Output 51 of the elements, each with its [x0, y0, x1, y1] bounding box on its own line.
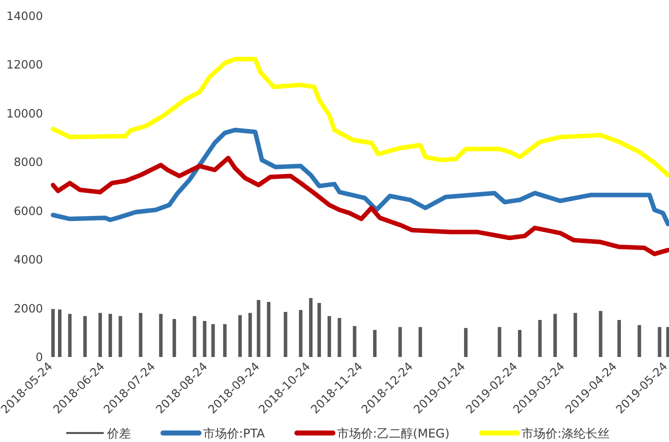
bar: [553, 314, 557, 357]
y-tick-label: 2000: [14, 301, 43, 316]
bar: [338, 318, 342, 357]
bar: [248, 312, 252, 357]
legend-label: 价差: [106, 426, 131, 440]
legend-label: 市场价:涤纶长丝: [522, 426, 610, 440]
bar: [352, 326, 356, 357]
bar: [223, 324, 227, 357]
bar: [638, 325, 642, 357]
bar: [309, 298, 313, 357]
bar: [108, 314, 112, 357]
y-tick-label: 10000: [6, 106, 43, 120]
bar: [666, 327, 669, 357]
bar: [58, 310, 62, 357]
legend-label: 市场价:PTA: [203, 426, 266, 440]
bar: [68, 314, 72, 357]
bar: [418, 327, 422, 357]
bar: [518, 330, 522, 357]
bar: [266, 302, 270, 357]
bar: [118, 316, 122, 357]
bar: [98, 312, 102, 357]
bar: [192, 316, 196, 357]
bar: [658, 327, 662, 357]
bar: [398, 327, 402, 357]
bar: [498, 327, 502, 357]
bar: [328, 316, 332, 357]
bar: [284, 312, 288, 357]
y-tick-label: 12000: [6, 58, 43, 72]
bar: [159, 314, 163, 357]
bar: [172, 319, 176, 357]
y-tick-label: 8000: [14, 155, 43, 170]
bar: [51, 309, 55, 357]
bar: [538, 320, 542, 357]
bar: [202, 320, 206, 357]
bar: [598, 310, 602, 357]
bar: [298, 310, 302, 357]
bar: [373, 330, 377, 357]
bar: [256, 300, 260, 357]
bar: [211, 324, 215, 357]
bar: [617, 320, 621, 357]
bar: [464, 328, 468, 357]
y-tick-label: 4000: [14, 252, 43, 267]
bar: [238, 315, 242, 357]
bar: [83, 316, 87, 357]
bar: [574, 312, 578, 357]
y-tick-label: 6000: [14, 204, 43, 218]
bar: [317, 302, 321, 357]
bar: [138, 312, 142, 357]
y-tick-label: 0: [36, 350, 43, 364]
legend-label: 市场价:乙二醇(MEG): [336, 426, 450, 440]
y-tick-label: 14000: [6, 9, 43, 23]
